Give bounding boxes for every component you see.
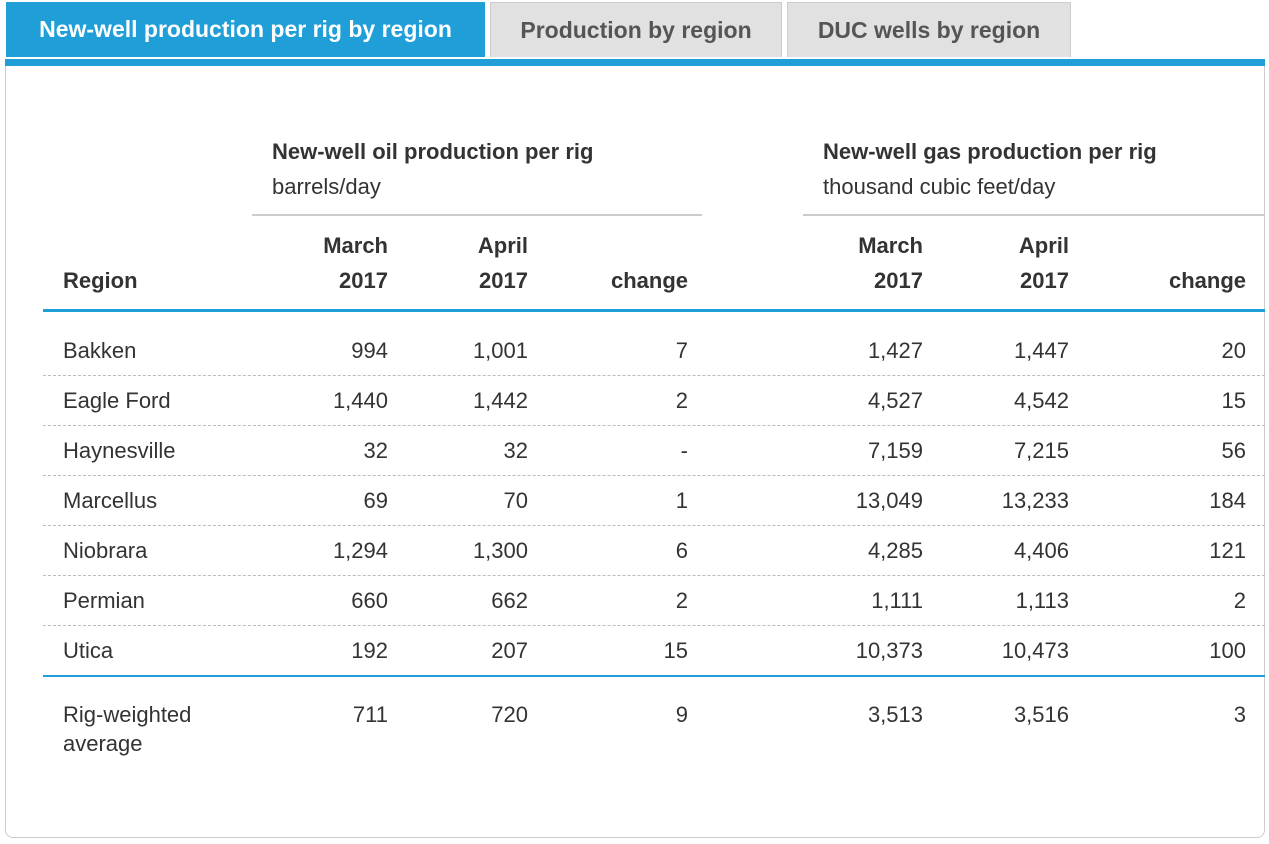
row-oil-april: 1,300 <box>472 538 528 563</box>
row-gas-april: 1,447 <box>1013 338 1069 363</box>
column-header-oil-april-year: 2017 <box>479 268 528 293</box>
row-divider <box>43 625 1265 626</box>
row-gas-march: 10,373 <box>855 638 923 663</box>
row-oil-april: 662 <box>491 588 528 613</box>
row-gas-march: 1,427 <box>867 338 923 363</box>
row-gas-march: 7,159 <box>867 438 923 463</box>
row-gas-april: 4,542 <box>1013 388 1069 413</box>
row-oil-april: 70 <box>503 488 528 513</box>
average-gas-change: 3 <box>1233 702 1246 727</box>
row-oil-march: 994 <box>351 338 388 363</box>
row-region: Permian <box>63 588 145 613</box>
table-row: Utica 192 207 15 10,373 10,473 100 <box>0 638 1269 688</box>
column-header-oil-april-month: April <box>477 233 528 258</box>
gas-group-unit: thousand cubic feet/day <box>823 174 1056 199</box>
row-oil-change: 1 <box>675 488 688 513</box>
column-header-oil-march-month: March <box>323 233 388 258</box>
column-header-region: Region <box>63 268 138 293</box>
row-oil-march: 69 <box>363 488 388 513</box>
column-header-gas-change: change <box>1168 268 1246 293</box>
row-divider <box>43 525 1265 526</box>
gas-group-divider <box>803 214 1265 216</box>
row-oil-april: 32 <box>503 438 528 463</box>
row-gas-march: 4,285 <box>867 538 923 563</box>
average-gas-april: 3,516 <box>1013 702 1069 727</box>
row-oil-april: 207 <box>491 638 528 663</box>
column-header-gas-april-month: April <box>1018 233 1069 258</box>
row-region: Marcellus <box>63 488 158 513</box>
average-label-line2: average <box>63 731 143 756</box>
gas-group-title: New-well gas production per rig <box>823 139 1157 164</box>
row-oil-march: 192 <box>351 638 388 663</box>
row-gas-change: 184 <box>1209 488 1246 513</box>
row-divider <box>43 425 1265 426</box>
average-oil-april: 720 <box>491 702 528 727</box>
header-rule <box>43 309 1265 312</box>
row-gas-march: 13,049 <box>855 488 923 513</box>
oil-group-unit: barrels/day <box>272 174 381 199</box>
row-region: Niobrara <box>63 538 148 563</box>
row-oil-march: 1,294 <box>332 538 388 563</box>
row-divider <box>43 475 1265 476</box>
row-oil-change: 2 <box>675 388 688 413</box>
row-oil-change: 6 <box>675 538 688 563</box>
tab-production-by-region[interactable]: Production by region <box>490 2 782 57</box>
column-header-oil-change: change <box>610 268 688 293</box>
table-row: Niobrara 1,294 1,300 6 4,285 4,406 121 <box>0 538 1269 588</box>
row-region: Utica <box>63 638 114 663</box>
tab-duc-wells-by-region[interactable]: DUC wells by region <box>787 2 1071 57</box>
row-gas-april: 13,233 <box>1001 488 1069 513</box>
average-row: Rig-weighted average 711 720 9 3,513 3,5… <box>0 702 1269 762</box>
row-divider <box>43 575 1265 576</box>
row-oil-change: 15 <box>663 638 688 663</box>
row-oil-april: 1,001 <box>472 338 528 363</box>
average-gas-march: 3,513 <box>867 702 923 727</box>
column-header-gas-april-year: 2017 <box>1020 268 1069 293</box>
row-oil-change: - <box>680 438 688 463</box>
table-row: Bakken 994 1,001 7 1,427 1,447 20 <box>0 338 1269 388</box>
average-label-line1: Rig-weighted <box>63 702 192 727</box>
oil-group-title: New-well oil production per rig <box>272 139 594 164</box>
column-header-gas-march-year: 2017 <box>874 268 923 293</box>
tab-new-well-production-per-rig[interactable]: New-well production per rig by region <box>6 2 485 57</box>
table-row: Marcellus 69 70 1 13,049 13,233 184 <box>0 488 1269 538</box>
table-panel <box>5 66 1265 838</box>
row-gas-april: 4,406 <box>1013 538 1069 563</box>
average-rule <box>43 675 1265 677</box>
row-oil-april: 1,442 <box>472 388 528 413</box>
row-gas-change: 20 <box>1221 338 1246 363</box>
row-gas-change: 56 <box>1221 438 1246 463</box>
row-oil-march: 1,440 <box>332 388 388 413</box>
row-gas-march: 1,111 <box>871 588 923 613</box>
row-oil-change: 7 <box>675 338 688 363</box>
row-oil-change: 2 <box>675 588 688 613</box>
row-gas-change: 15 <box>1221 388 1246 413</box>
table-row: Permian 660 662 2 1,111 1,113 2 <box>0 588 1269 638</box>
table-row: Haynesville 32 32 - 7,159 7,215 56 <box>0 438 1269 488</box>
row-gas-april: 10,473 <box>1001 638 1069 663</box>
tab-underline-bar <box>5 59 1265 66</box>
row-oil-march: 660 <box>351 588 388 613</box>
row-region: Haynesville <box>63 438 176 463</box>
row-gas-april: 1,113 <box>1015 588 1069 613</box>
row-gas-april: 7,215 <box>1013 438 1069 463</box>
table-row: Eagle Ford 1,440 1,442 2 4,527 4,542 15 <box>0 388 1269 438</box>
column-header-gas-march-month: March <box>858 233 923 258</box>
row-region: Eagle Ford <box>63 388 171 413</box>
row-region: Bakken <box>63 338 137 363</box>
row-gas-change: 121 <box>1209 538 1246 563</box>
row-gas-change: 100 <box>1209 638 1246 663</box>
row-gas-change: 2 <box>1233 588 1246 613</box>
row-oil-march: 32 <box>363 438 388 463</box>
oil-group-divider <box>252 214 702 216</box>
average-oil-change: 9 <box>675 702 688 727</box>
row-gas-march: 4,527 <box>867 388 923 413</box>
column-header-oil-march-year: 2017 <box>339 268 388 293</box>
row-divider <box>43 375 1265 376</box>
average-oil-march: 711 <box>352 702 388 727</box>
